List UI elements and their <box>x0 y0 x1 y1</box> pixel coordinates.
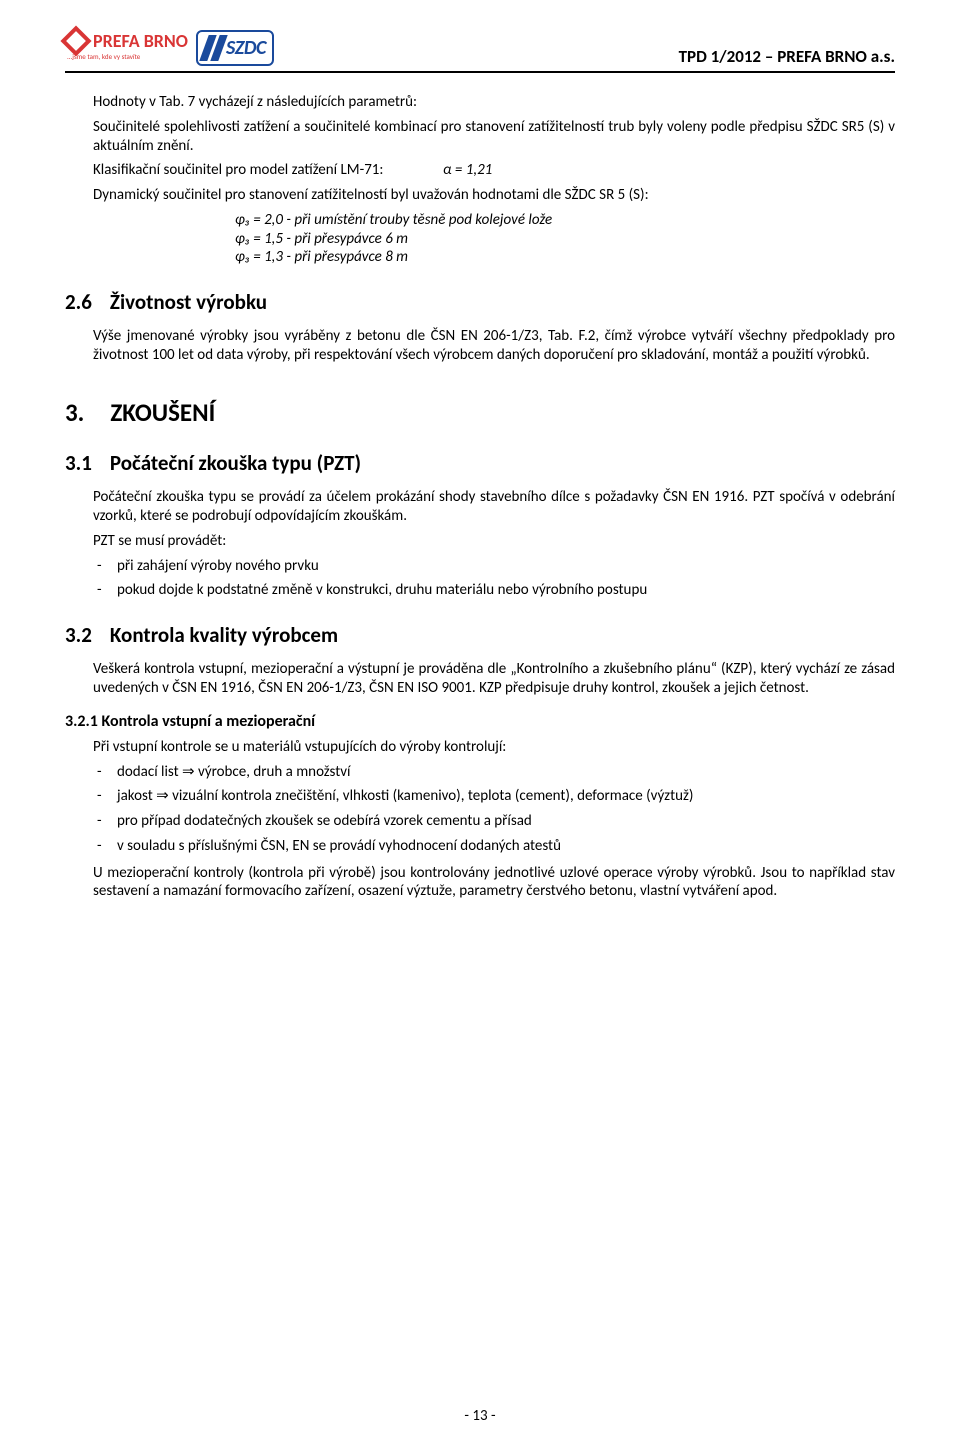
list-item: při zahájení výroby nového prvku <box>117 557 895 576</box>
alpha-value: α = 1,21 <box>443 161 492 180</box>
section-2-6-p1: Výše jmenované výrobky jsou vyráběny z b… <box>65 327 895 365</box>
section-3-1-title: Počáteční zkouška typu (PZT) <box>110 450 361 476</box>
section-3-1-heading: 3.1 Počáteční zkouška typu (PZT) <box>65 450 895 476</box>
section-3-num: 3. <box>65 397 84 428</box>
section-3-2-1-heading: 3.2.1 Kontrola vstupní a mezioperační <box>65 712 895 732</box>
intro-p1: Hodnoty v Tab. 7 vycházejí z následující… <box>65 93 895 112</box>
phi-line-2: φ₃ = 1,5 - při přesypávce 6 m <box>65 230 895 249</box>
section-3-2-1-list: dodací list ⇒ výrobce, druh a množství j… <box>65 763 895 856</box>
section-3-1-p1: Počáteční zkouška typu se provádí za úče… <box>65 488 895 526</box>
section-3-1-num: 3.1 <box>65 450 92 476</box>
szdc-text: SZDC <box>226 36 266 60</box>
section-3-2-1-p1: Při vstupní kontrole se u materiálů vstu… <box>65 738 895 757</box>
intro-p3: Dynamický součinitel pro stanovení zatíž… <box>65 186 895 205</box>
document-id: TPD 1/2012 – PREFA BRNO a.s. <box>679 46 895 67</box>
list-item: pro případ dodatečných zkoušek se odebír… <box>117 812 895 831</box>
intro-p2: Součinitelé spolehlivosti zatížení a sou… <box>65 118 895 156</box>
section-3-2-title: Kontrola kvality výrobcem <box>110 622 338 648</box>
section-3-title: ZKOUŠENÍ <box>110 397 215 428</box>
section-3-2-p1: Veškerá kontrola vstupní, mezioperační a… <box>65 660 895 698</box>
list-item: jakost ⇒ vizuální kontrola znečištění, v… <box>117 787 895 806</box>
alpha-label: Klasifikační součinitel pro model zatíže… <box>93 161 443 180</box>
logo-block: PREFA BRNO ...jsme tam, kde vy stavíte S… <box>65 30 274 66</box>
phi-line-1: φ₃ = 2,0 - při umístění trouby těsně pod… <box>65 211 895 230</box>
page-header: PREFA BRNO ...jsme tam, kde vy stavíte S… <box>65 30 895 67</box>
section-3-2-heading: 3.2 Kontrola kvality výrobcem <box>65 622 895 648</box>
section-2-6-num: 2.6 <box>65 289 92 315</box>
list-item: v souladu s příslušnými ČSN, EN se prová… <box>117 837 895 856</box>
section-3-1-p2: PZT se musí provádět: <box>65 532 895 551</box>
section-3-2-1-p2: U mezioperační kontroly (kontrola při vý… <box>65 864 895 902</box>
szdc-logo: SZDC <box>196 30 274 66</box>
section-2-6-title: Životnost výrobku <box>110 289 267 315</box>
section-3-2-num: 3.2 <box>65 622 92 648</box>
section-3-heading: 3. ZKOUŠENÍ <box>65 397 895 428</box>
section-2-6-heading: 2.6 Životnost výrobku <box>65 289 895 315</box>
prefa-logo: PREFA BRNO ...jsme tam, kde vy stavíte <box>65 30 188 61</box>
header-rule <box>65 71 895 73</box>
phi-line-3: φ₃ = 1,3 - při přesypávce 8 m <box>65 248 895 267</box>
prefa-brand: PREFA BRNO <box>93 30 188 52</box>
list-item: pokud dojde k podstatné změně v konstruk… <box>117 581 895 600</box>
alpha-row: Klasifikační součinitel pro model zatíže… <box>65 161 895 180</box>
page-number: - 13 - <box>0 1407 960 1425</box>
list-item: dodací list ⇒ výrobce, druh a množství <box>117 763 895 782</box>
szdc-bars-icon <box>199 35 227 61</box>
section-3-1-list: při zahájení výroby nového prvku pokud d… <box>65 557 895 601</box>
